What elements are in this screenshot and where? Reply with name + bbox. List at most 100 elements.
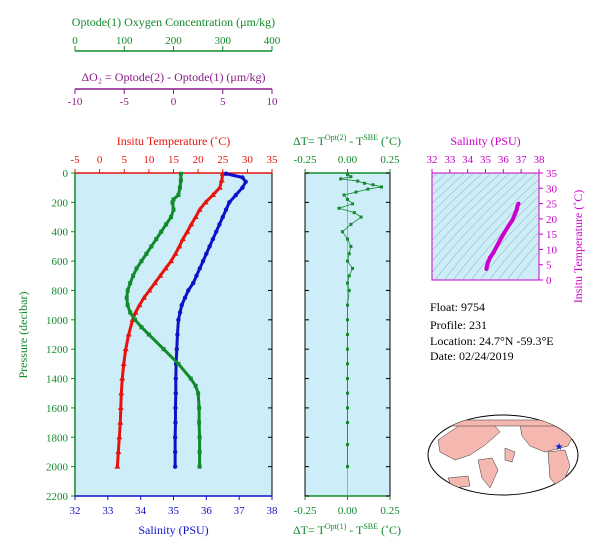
oxygen-profile-line — [125, 173, 202, 467]
salinity-point — [172, 449, 178, 455]
delta-t-point — [371, 183, 375, 187]
ts-temperature-tick-label: 25 — [546, 199, 558, 211]
temperature-tick-label: 30 — [242, 154, 254, 166]
pressure-tick-label: 1200 — [46, 344, 69, 356]
ts-temperature-title: Insitu Temperature (˚C) — [571, 190, 585, 304]
temperature-tick-label: 25 — [217, 154, 229, 166]
density-isoline — [432, 173, 448, 187]
salinity-point — [194, 273, 199, 278]
ts-temperature-tick-label: 10 — [546, 244, 558, 256]
salinity-tick-label: 36 — [201, 505, 213, 517]
oxygen-point — [125, 303, 130, 308]
delta-t-point — [363, 181, 366, 185]
delta-t-point — [346, 172, 349, 176]
date: Date: 02/24/2019 — [430, 349, 514, 363]
temperature-tick-label: 0 — [97, 154, 103, 166]
delta-t-title-part: Opt(1) — [325, 522, 347, 531]
temperature-point — [192, 214, 199, 220]
density-isoline — [515, 251, 539, 280]
density-isoline — [443, 178, 539, 280]
delta-t-point — [354, 190, 358, 194]
delta-t-point — [356, 179, 360, 183]
salinity-point — [223, 207, 229, 212]
salinity-point — [213, 229, 219, 234]
density-isoline — [432, 173, 493, 232]
ts-point — [506, 223, 511, 228]
delta-t-title-part: - T — [346, 134, 364, 148]
float-id: Float: 9754 — [430, 300, 486, 314]
oxygen-point — [178, 171, 183, 176]
density-isoline — [434, 173, 538, 280]
salinity-point — [175, 332, 180, 337]
oxygen-tick-label: 400 — [264, 35, 281, 47]
delta-t-point — [347, 274, 351, 278]
oxygen-point — [164, 222, 169, 227]
delta-t-title-part: SBE — [363, 522, 378, 531]
temperature-point — [172, 250, 179, 256]
delta-t-point — [339, 177, 343, 181]
salinity-point — [243, 179, 248, 185]
salinity-tick-label: 32 — [70, 505, 81, 517]
salinity-point — [179, 302, 184, 308]
salinity-tick-label: 37 — [234, 505, 246, 517]
density-isoline — [488, 222, 539, 280]
temperature-point — [218, 177, 225, 183]
oxygen-tick-label: 200 — [165, 35, 182, 47]
density-isoline — [432, 173, 520, 262]
ts-salinity-title: Salinity (PSU) — [450, 134, 520, 148]
ts-salinity-tick-label: 36 — [498, 154, 510, 166]
temperature-point — [136, 302, 143, 308]
salinity-point — [173, 420, 178, 425]
oxygen-point — [144, 251, 149, 256]
pressure-tick-label: 800 — [52, 285, 69, 297]
salinity-point — [173, 405, 178, 411]
oxygen-tick-label: 300 — [215, 35, 232, 47]
pressure-tick-label: 1800 — [46, 432, 69, 444]
salinity-point — [227, 200, 232, 205]
pressure-tick-label: 1400 — [46, 374, 69, 386]
temperature-point — [125, 331, 132, 337]
delta-t-point — [366, 187, 370, 191]
density-isoline — [432, 173, 466, 204]
do2-tick-label: 5 — [220, 96, 226, 108]
salinity-point — [191, 280, 196, 286]
oxygen-point — [197, 420, 202, 425]
delta-t-point — [346, 421, 349, 425]
salinity-point — [204, 251, 209, 256]
temperature-point — [179, 236, 186, 242]
do2-tick-label: 0 — [171, 96, 177, 108]
ts-point — [516, 201, 521, 206]
temperature-tick-label: 5 — [122, 154, 128, 166]
ts-salinity-tick-label: 37 — [516, 154, 528, 166]
continent — [447, 475, 471, 489]
oxygen-point — [170, 200, 175, 205]
temperature-point — [168, 258, 175, 264]
delta-t-point — [346, 465, 349, 469]
oxygen-point — [133, 317, 138, 322]
do2-tick-label: -10 — [68, 96, 83, 108]
oxygen-point — [171, 207, 176, 212]
salinity-point — [207, 244, 212, 249]
oxygen-point — [128, 281, 133, 286]
temperature-tick-label: 10 — [143, 154, 155, 166]
oxygen-point — [146, 332, 151, 337]
oxygen-point — [197, 449, 202, 454]
delta-t-point — [346, 443, 349, 447]
continent — [477, 457, 499, 489]
temperature-point — [184, 228, 191, 234]
density-isoline — [506, 241, 539, 280]
pressure-tick-label: 2200 — [46, 491, 69, 503]
delta-t-point — [359, 215, 363, 219]
temperature-tick-label: 20 — [193, 154, 205, 166]
delta-t-point — [346, 391, 349, 395]
delta-t-point — [351, 202, 355, 206]
ts-point — [485, 263, 490, 268]
oxygen-point — [139, 259, 144, 264]
pressure-tick-label: 2000 — [46, 462, 69, 474]
salinity-point — [240, 175, 245, 180]
delta-t-point — [346, 362, 349, 366]
delta-t-title-part: ΔT= T — [293, 134, 326, 148]
star-icon: ★ — [555, 442, 564, 453]
